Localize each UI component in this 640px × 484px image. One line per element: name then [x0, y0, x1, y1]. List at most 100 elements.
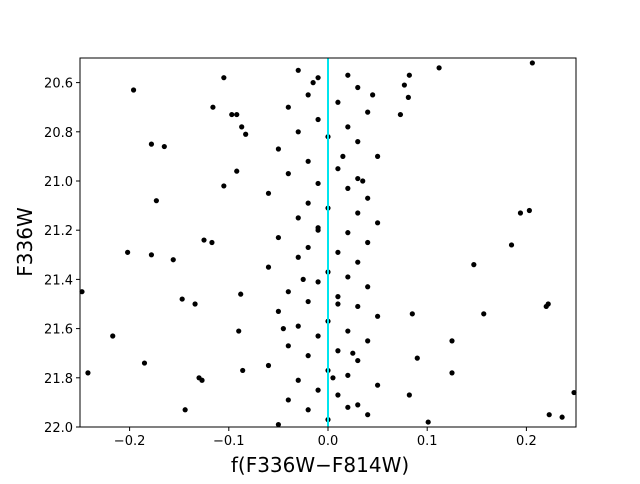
point [148, 141, 155, 147]
point [529, 60, 535, 66]
point [360, 178, 366, 184]
point [130, 87, 137, 93]
point [295, 67, 301, 73]
x-tick-label: −0.1 [213, 434, 245, 449]
point [335, 99, 341, 105]
point [340, 153, 346, 159]
point [305, 158, 311, 164]
point [265, 362, 272, 369]
point [335, 392, 341, 398]
point [345, 124, 351, 130]
point [559, 414, 565, 420]
x-axis-label: f(F336W−F814W) [231, 453, 409, 477]
point [285, 171, 291, 177]
point [355, 303, 361, 310]
y-axis-label: F336W [13, 207, 37, 277]
point [295, 377, 301, 383]
point [375, 313, 381, 319]
point [406, 392, 412, 398]
x-tick-label: 0.0 [318, 434, 339, 449]
point [335, 301, 341, 307]
point [345, 230, 351, 236]
point [141, 360, 148, 366]
point [355, 402, 361, 408]
point [508, 242, 515, 248]
point [275, 146, 281, 152]
point [153, 198, 159, 204]
point [355, 259, 361, 265]
point [305, 407, 311, 413]
point [365, 338, 371, 344]
point [85, 370, 91, 376]
point [345, 372, 351, 378]
point [370, 92, 376, 98]
point [229, 111, 235, 118]
point [355, 357, 361, 364]
point [375, 382, 381, 388]
point [192, 301, 198, 307]
point [397, 111, 404, 118]
point [471, 262, 477, 268]
point [355, 210, 361, 216]
point [280, 326, 286, 332]
point [295, 323, 301, 329]
point [209, 239, 215, 246]
point [310, 80, 316, 86]
point [409, 311, 415, 317]
y-tick-label: 21.2 [44, 224, 73, 239]
point [221, 183, 227, 189]
point [315, 279, 321, 285]
point [345, 274, 351, 280]
point [335, 348, 341, 354]
point [345, 328, 351, 334]
point [161, 143, 167, 150]
y-tick-label: 21.8 [44, 372, 73, 387]
point [315, 387, 321, 393]
point [182, 407, 188, 413]
point [305, 200, 311, 206]
y-tick-label: 21.0 [44, 175, 73, 190]
point [210, 104, 216, 110]
point [125, 249, 131, 255]
point [295, 254, 301, 260]
point [295, 129, 301, 135]
point [285, 104, 291, 110]
point [526, 207, 532, 214]
point [375, 153, 381, 159]
x-tick-label: 0.1 [417, 434, 438, 449]
point [401, 82, 407, 88]
point [355, 175, 361, 182]
point [275, 234, 281, 241]
point [335, 166, 341, 172]
point [543, 303, 549, 310]
point [345, 72, 351, 78]
point [571, 389, 577, 396]
point [315, 227, 321, 233]
point [285, 397, 291, 403]
point [365, 412, 371, 418]
point [285, 289, 291, 295]
point [315, 116, 321, 123]
point [365, 239, 371, 246]
point [365, 195, 371, 201]
point [240, 367, 246, 374]
point [300, 276, 306, 282]
point [350, 350, 356, 356]
x-tick-label: 0.2 [516, 434, 537, 449]
point [345, 404, 351, 410]
point [275, 308, 281, 314]
point [199, 377, 205, 383]
point [315, 180, 321, 187]
point [375, 220, 381, 226]
point [305, 244, 311, 251]
y-tick-label: 22.0 [44, 421, 73, 436]
y-tick-label: 21.6 [44, 323, 73, 338]
point [355, 84, 361, 91]
point [414, 355, 420, 361]
point [315, 333, 321, 339]
y-tick-label: 21.4 [44, 273, 73, 288]
point [234, 111, 240, 118]
point [239, 124, 245, 130]
